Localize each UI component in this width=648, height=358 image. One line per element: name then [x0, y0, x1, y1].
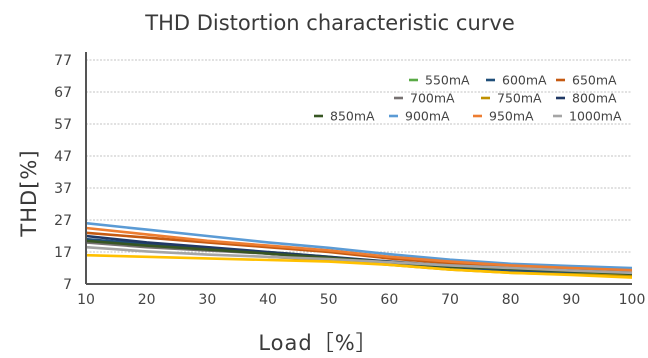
chart-title: THD Distortion characteristic curve: [144, 11, 515, 35]
y-tick-label: 47: [54, 149, 72, 165]
x-tick-labels: 10 20 30 40 50 60 70 80 90 100: [77, 292, 645, 308]
x-tick-label: 80: [502, 292, 520, 308]
x-tick-label: 20: [138, 292, 156, 308]
x-tick-label: 40: [259, 292, 277, 308]
y-tick-labels: 7 17 27 37 47 57 67 77: [54, 53, 72, 293]
y-tick-label: 27: [54, 213, 72, 229]
legend-label: 950mA: [489, 109, 534, 124]
x-tick-label: 90: [562, 292, 580, 308]
legend-label: 900mA: [405, 109, 450, 124]
series-line-900ma: [85, 221, 633, 270]
legend-label: 600mA: [502, 73, 547, 88]
y-tick-label: 67: [54, 85, 72, 101]
y-axis-title: THD[%]: [17, 149, 41, 237]
legend-label: 800mA: [572, 91, 617, 106]
y-tick-label: 37: [54, 181, 72, 197]
x-tick-label: 60: [380, 292, 398, 308]
legend-label: 550mA: [425, 73, 470, 88]
legend-label: 650mA: [572, 73, 617, 88]
series-line-950ma: [85, 226, 633, 272]
axes: [85, 52, 632, 285]
series-line: [85, 253, 633, 279]
x-tick-label: 70: [441, 292, 459, 308]
legend: 550mA 600mA 650mA 700mA 750mA 800mA 850mA 900mA…: [314, 73, 622, 124]
x-tick-label: 100: [619, 292, 646, 308]
x-tick-label: 10: [77, 292, 95, 308]
x-tick-label: 30: [198, 292, 216, 308]
series-line-1000ma: [85, 245, 633, 275]
legend-label: 750mA: [497, 91, 542, 106]
legend-label: 700mA: [410, 91, 455, 106]
y-tick-label: 17: [54, 245, 72, 261]
y-tick-label: 57: [54, 117, 72, 133]
y-tick-label: 77: [54, 53, 72, 69]
legend-label: 1000mA: [569, 109, 622, 124]
series-lines: [85, 221, 633, 279]
y-tick-label: 7: [63, 277, 72, 293]
x-tick-label: 50: [320, 292, 338, 308]
legend-label: 850mA: [330, 109, 375, 124]
x-axis-title: Load［%］: [258, 331, 377, 355]
grid-lines: [86, 59, 632, 253]
